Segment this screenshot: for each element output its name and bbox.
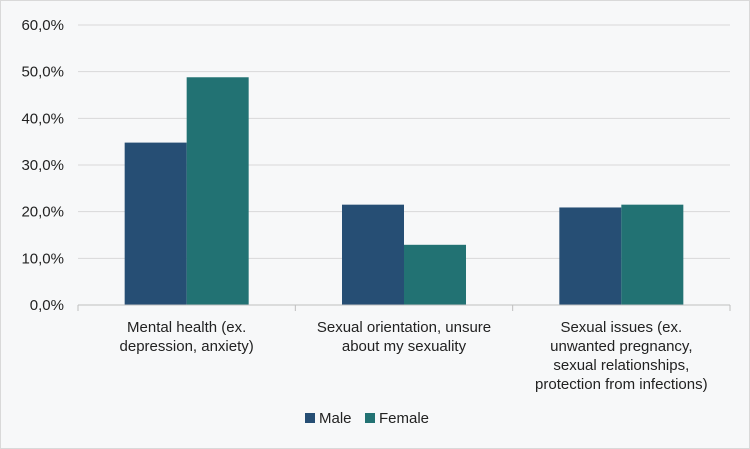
y-tick-label: 40,0%	[21, 110, 64, 127]
x-category-label-line: Sexual orientation, unsure	[317, 319, 491, 336]
bar-male-0	[124, 142, 187, 305]
y-tick-label: 30,0%	[21, 157, 64, 174]
bar-female-0	[186, 77, 249, 306]
y-tick-label: 50,0%	[21, 64, 64, 81]
x-category-label-line: unwanted pregnancy,	[550, 338, 692, 355]
x-category-label: Mental health (ex. depression, anxiety)	[120, 319, 254, 355]
x-category-label-line: about my sexuality	[342, 338, 467, 355]
y-tick-label: 10,0%	[21, 250, 64, 267]
bar-female-2	[621, 204, 684, 305]
x-category-label: Sexual issues (ex. unwanted pregnancy, sex…	[535, 319, 708, 393]
bar-male-2	[559, 207, 622, 305]
legend: Male Female	[305, 410, 429, 427]
bar-male-1	[342, 204, 404, 305]
x-axis	[77, 304, 731, 311]
legend-label-male: Male	[319, 410, 352, 427]
bar-female-1	[404, 244, 466, 305]
x-category-label-line: Mental health (ex.	[127, 319, 246, 336]
x-category-label: Sexual orientation, unsure about my sexua…	[317, 319, 491, 355]
legend-swatch-male	[305, 413, 315, 423]
x-category-label-line: protection from infections)	[535, 376, 708, 393]
y-tick-label: 0,0%	[30, 297, 64, 314]
x-category-label-line: Sexual issues (ex.	[560, 319, 682, 336]
y-tick-label: 60,0%	[21, 17, 64, 34]
y-tick-label: 20,0%	[21, 204, 64, 221]
legend-label-female: Female	[379, 410, 429, 427]
y-axis-ticks: 0,0% 10,0% 20,0% 30,0% 40,0% 50,0% 60,0%	[21, 17, 64, 314]
legend-swatch-female	[365, 413, 375, 423]
x-category-label-line: sexual relationships,	[553, 357, 689, 374]
bars	[124, 77, 684, 306]
x-axis-categories: Mental health (ex. depression, anxiety) Se…	[120, 319, 708, 393]
x-category-label-line: depression, anxiety)	[120, 338, 254, 355]
